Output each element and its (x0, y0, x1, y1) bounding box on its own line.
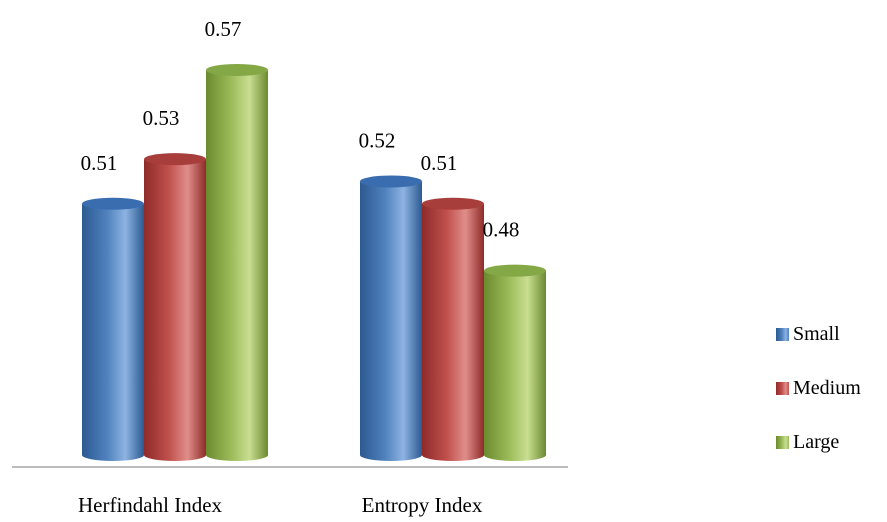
bar-top (206, 64, 268, 76)
data-label-entropy-index-medium: 0.51 (421, 151, 458, 175)
bar-entropy-index-large (484, 264, 546, 461)
bar-body (144, 159, 206, 462)
legend-item-small: Small (776, 323, 886, 345)
data-label-entropy-index-small: 0.52 (359, 128, 396, 152)
bar-body (422, 203, 484, 461)
legend-item-medium: Medium (776, 377, 886, 399)
legend-label-small: Small (793, 322, 840, 345)
bar-top (82, 197, 144, 210)
legend-swatch-medium (776, 381, 789, 395)
category-label-herfindahl-index: Herfindahl Index (78, 493, 223, 517)
legend: Small Medium Large (776, 323, 886, 485)
bar-body (206, 70, 268, 461)
data-label-herfindahl-index-medium: 0.53 (143, 106, 180, 130)
bar-body (360, 181, 422, 461)
bar-body (82, 203, 144, 461)
bar-herfindahl-index-medium (144, 153, 206, 462)
data-label-herfindahl-index-small: 0.51 (81, 151, 118, 175)
category-labels-layer: Herfindahl Index Entropy Index (78, 493, 483, 517)
bar-herfindahl-index-large (206, 64, 268, 461)
bar-top (484, 264, 546, 277)
bar-top (422, 197, 484, 210)
legend-label-medium: Medium (793, 376, 861, 399)
bar-herfindahl-index-small (82, 197, 144, 461)
legend-swatch-small (776, 327, 789, 341)
legend-item-large: Large (776, 431, 886, 453)
data-label-herfindahl-index-large: 0.57 (205, 17, 242, 41)
bars-layer (82, 64, 546, 462)
data-label-entropy-index-large: 0.48 (483, 218, 520, 242)
bar-entropy-index-medium (422, 197, 484, 461)
legend-label-large: Large (793, 430, 840, 453)
category-label-entropy-index: Entropy Index (362, 493, 483, 517)
data-labels-layer: 0.51 0.53 0.57 0.52 0.51 0.48 (81, 17, 520, 242)
bar-top (360, 175, 422, 188)
bar-body (484, 270, 546, 461)
bar-top (144, 153, 206, 166)
bar-entropy-index-small (360, 175, 422, 461)
legend-swatch-large (776, 435, 789, 449)
